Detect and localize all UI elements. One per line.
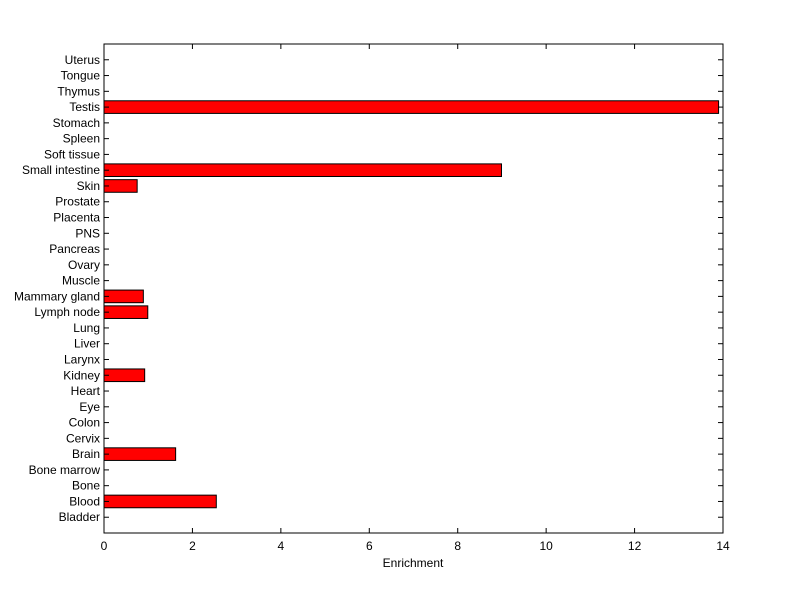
y-tick-label: Skin xyxy=(77,179,100,193)
y-tick-label: Muscle xyxy=(62,274,100,288)
x-tick-label: 4 xyxy=(278,539,285,553)
y-tick-label: Cervix xyxy=(66,431,100,445)
y-tick-label: Soft tissue xyxy=(44,147,100,161)
y-tick-label: Uterus xyxy=(65,53,100,67)
y-tick-label: Ovary xyxy=(68,258,100,272)
bar-small-intestine xyxy=(103,163,502,178)
plot-background xyxy=(104,44,723,533)
bar-blood xyxy=(103,494,217,509)
y-tick-label: Blood xyxy=(69,494,100,508)
bar-kidney xyxy=(103,368,146,383)
x-tick-label: 14 xyxy=(716,539,730,553)
axes-box xyxy=(103,43,724,534)
y-tick-label: Heart xyxy=(71,384,101,398)
x-tick-label: 10 xyxy=(539,539,553,553)
y-tick-label: Bone xyxy=(72,479,100,493)
y-tick-label: Testis xyxy=(69,100,100,114)
y-tick-label: Small intestine xyxy=(22,163,100,177)
bar-testis xyxy=(103,100,720,114)
y-tick-label: Prostate xyxy=(55,195,100,209)
bar-brain xyxy=(103,447,177,461)
y-tick-label: Stomach xyxy=(53,116,100,130)
y-tick-label: Larynx xyxy=(64,352,100,366)
y-tick-label: Lung xyxy=(73,321,100,335)
y-tick-label: Bone marrow xyxy=(29,463,101,477)
bar-mammary-gland xyxy=(103,289,144,304)
y-tick-label: Mammary gland xyxy=(14,289,100,303)
y-tick-label: Eye xyxy=(79,400,100,414)
x-tick-label: 2 xyxy=(189,539,196,553)
y-tick-label: Brain xyxy=(72,447,100,461)
y-tick-label: Lymph node xyxy=(34,305,100,319)
y-tick-label: Bladder xyxy=(59,510,100,524)
y-tick-label: Spleen xyxy=(63,132,100,146)
x-tick-label: 8 xyxy=(454,539,461,553)
x-tick-label: 12 xyxy=(628,539,642,553)
y-tick-label: Kidney xyxy=(63,368,100,382)
x-tick-label: 0 xyxy=(101,539,108,553)
x-tick-label: 6 xyxy=(366,539,373,553)
bar-lymph-node xyxy=(103,305,149,319)
y-tick-label: Pancreas xyxy=(49,242,100,256)
x-axis-label: Enrichment xyxy=(383,556,444,570)
y-tick-label: Colon xyxy=(69,416,100,430)
y-tick-label: Placenta xyxy=(53,211,100,225)
y-tick-label: Tongue xyxy=(61,69,101,83)
y-tick-label: Liver xyxy=(74,337,100,351)
y-tick-label: PNS xyxy=(75,226,100,240)
y-tick-label: Thymus xyxy=(57,84,100,98)
